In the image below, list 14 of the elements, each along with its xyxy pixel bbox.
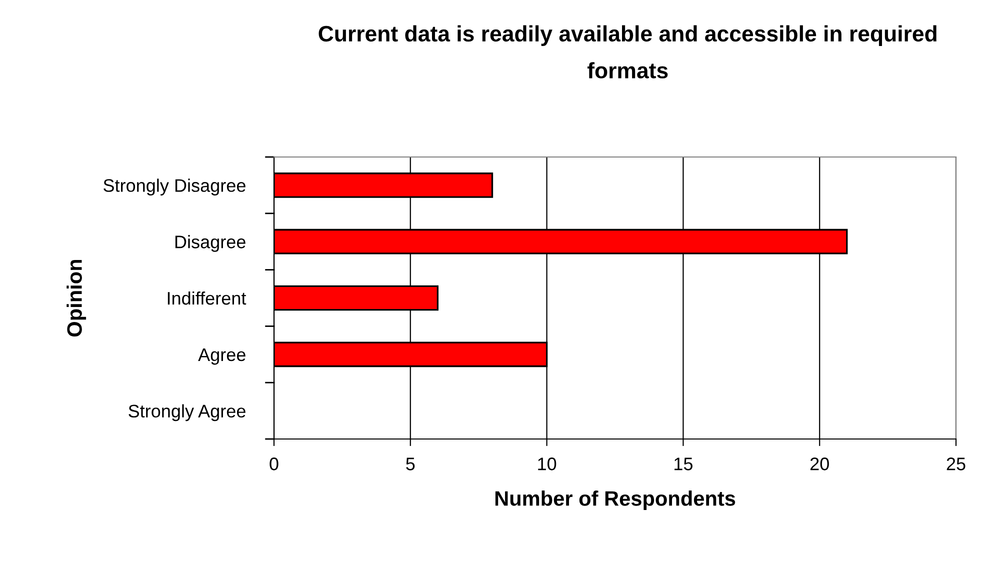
y-tick-label: Agree: [198, 348, 246, 365]
y-tick-label: Strongly Disagree: [104, 178, 246, 196]
y-tick-label: Disagree: [175, 235, 246, 252]
y-axis-title: Opinion: [66, 260, 86, 336]
x-axis-title: Number of Respondents: [495, 490, 736, 510]
y-tick-label: Strongly Agree: [128, 404, 246, 422]
x-tick-label: 5: [406, 458, 415, 470]
x-tick-label: 15: [674, 458, 692, 470]
x-tick-label: 20: [810, 458, 829, 470]
x-tick-label: 10: [538, 458, 556, 470]
y-tick-label: Indifferent: [168, 291, 246, 305]
x-tick-label: 25: [946, 458, 966, 470]
chart-title: Current data is readily available and accessible in required formats: [318, 25, 936, 78]
x-tick-label: 0: [270, 458, 278, 470]
